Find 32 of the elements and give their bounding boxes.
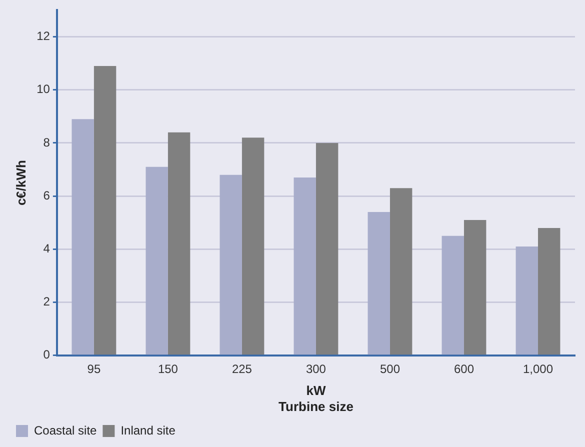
x-axis-title: kW Turbine size — [278, 383, 354, 414]
bar — [442, 236, 464, 355]
bar — [316, 142, 338, 355]
bar — [294, 177, 316, 355]
bar — [368, 212, 390, 355]
bar — [538, 228, 560, 355]
y-tick-label: 4 — [43, 241, 50, 256]
x-tick-label: 300 — [306, 362, 326, 376]
bar — [242, 138, 264, 355]
bar — [146, 166, 168, 355]
x-tick-label: 225 — [232, 362, 252, 376]
y-tick-label: 0 — [43, 348, 50, 362]
legend-label: Coastal site — [34, 423, 98, 438]
y-tick-label: 12 — [36, 29, 50, 44]
y-axis-title: c€/kWh — [13, 160, 28, 206]
y-tick-label: 2 — [43, 294, 50, 309]
x-tick-label: 1,000 — [522, 362, 554, 376]
bar — [464, 220, 486, 355]
bar — [94, 66, 116, 355]
bar — [220, 174, 242, 355]
x-tick-label: 150 — [158, 362, 178, 376]
bar — [390, 188, 412, 355]
y-tick-label: 8 — [43, 135, 50, 150]
bar — [72, 119, 94, 355]
x-tick-label: 500 — [380, 362, 400, 376]
bar — [516, 246, 538, 355]
bar — [168, 132, 190, 355]
x-tick-label: 600 — [454, 362, 474, 376]
legend-label: Inland site — [120, 423, 176, 438]
y-tick-label: 10 — [36, 82, 50, 96]
y-tick-label: 6 — [43, 188, 50, 202]
x-tick-label: 95 — [87, 362, 101, 376]
